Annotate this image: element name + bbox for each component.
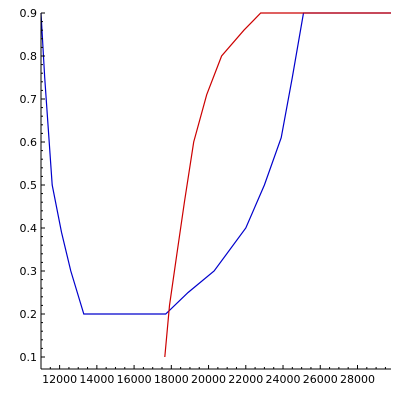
y-tick-label: 0.9 (20, 7, 38, 20)
series-line-1 (40, 12, 391, 315)
series-line-2 (164, 12, 391, 358)
y-tick-label: 0.5 (20, 179, 38, 192)
y-tick-label: 0.2 (20, 308, 38, 321)
plot-lines (40, 12, 391, 358)
y-tick-label: 0.7 (20, 93, 38, 106)
x-tick-label: 20000 (191, 373, 226, 386)
x-tick-label: 26000 (303, 373, 338, 386)
y-ticks: 0.1 0.2 0.3 0.4 0.5 0.6 0.7 0.8 0.9 (20, 7, 45, 364)
x-tick-label: 24000 (266, 373, 301, 386)
y-tick-label: 0.8 (20, 50, 38, 63)
x-tick-label: 12000 (42, 373, 77, 386)
x-tick-label: 14000 (79, 373, 114, 386)
x-tick-label: 22000 (228, 373, 263, 386)
y-tick-label: 0.1 (20, 351, 38, 364)
y-tick-label: 0.3 (20, 265, 38, 278)
x-tick-label: 16000 (117, 373, 152, 386)
y-tick-label: 0.6 (20, 136, 38, 149)
y-tick-label: 0.4 (20, 222, 38, 235)
x-tick-label: 18000 (154, 373, 189, 386)
x-ticks: 12000 14000 16000 18000 20000 22000 24000 26000… (40, 365, 386, 386)
x-tick-label: 28000 (340, 373, 375, 386)
